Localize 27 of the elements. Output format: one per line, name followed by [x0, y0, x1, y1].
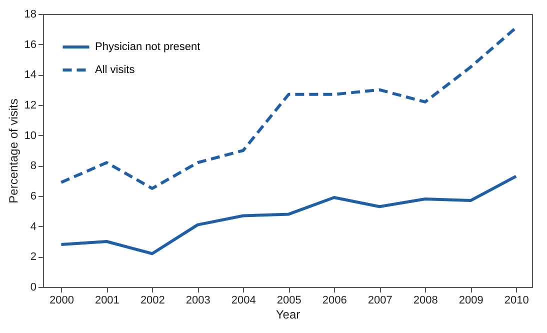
legend-label: All visits	[95, 64, 136, 76]
y-tick-label: 4	[30, 220, 36, 233]
y-tick-label: 18	[24, 8, 36, 20]
y-tick-label: 0	[30, 282, 36, 294]
x-tick-label: 2009	[458, 294, 484, 306]
y-tick-label: 10	[24, 130, 36, 142]
x-tick-label: 2003	[186, 294, 210, 306]
x-tick-label: 2005	[276, 294, 302, 306]
line-series	[60, 26, 518, 190]
x-tick-label: 2004	[231, 294, 256, 306]
y-tick-label: 2	[30, 251, 36, 264]
legend-label: Physician not present	[95, 41, 200, 53]
x-tick-label: 2001	[94, 294, 120, 306]
x-tick-label: 2006	[322, 294, 347, 306]
y-axis-title: Percentage of visits	[6, 98, 20, 204]
x-tick-label: 2010	[504, 294, 529, 306]
x-tick-label: 2008	[413, 294, 438, 306]
y-tick-label: 8	[30, 160, 36, 172]
x-tick-label: 2000	[49, 294, 74, 306]
y-tick-label: 6	[30, 190, 36, 202]
x-tick-label: 2002	[140, 294, 165, 306]
x-axis-title: Year	[276, 308, 300, 322]
x-tick-label: 2007	[368, 294, 392, 306]
line-series	[60, 174, 518, 256]
y-tick-label: 12	[24, 100, 36, 112]
y-tick-label: 16	[24, 38, 36, 51]
y-tick-label: 14	[24, 69, 36, 82]
